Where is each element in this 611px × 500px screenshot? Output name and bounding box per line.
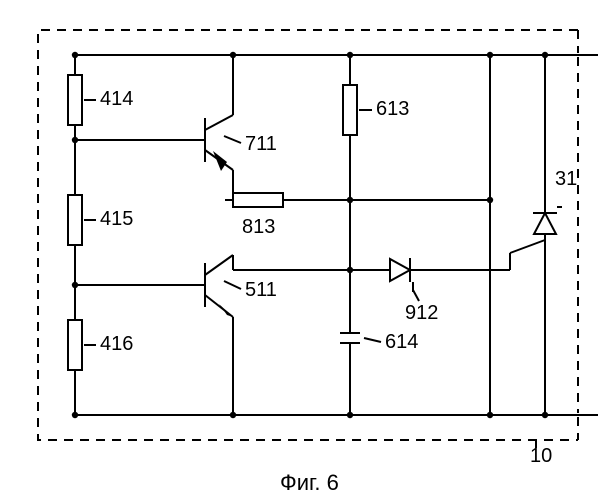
label-scr31: 31 bbox=[555, 168, 577, 190]
label-c614: 614 bbox=[385, 331, 418, 353]
label-r414: 414 bbox=[100, 88, 133, 110]
label-r416: 416 bbox=[100, 333, 133, 355]
label-scr912: 912 bbox=[405, 302, 438, 324]
label-box: 10 bbox=[530, 445, 552, 467]
label-r613: 613 bbox=[376, 98, 409, 120]
label-q711: 711 bbox=[245, 133, 277, 155]
label-q511: 511 bbox=[245, 279, 277, 301]
figure-caption: Фиг. 6 bbox=[280, 470, 339, 495]
label-r813: 813 bbox=[242, 216, 275, 238]
label-r415: 415 bbox=[100, 208, 133, 230]
